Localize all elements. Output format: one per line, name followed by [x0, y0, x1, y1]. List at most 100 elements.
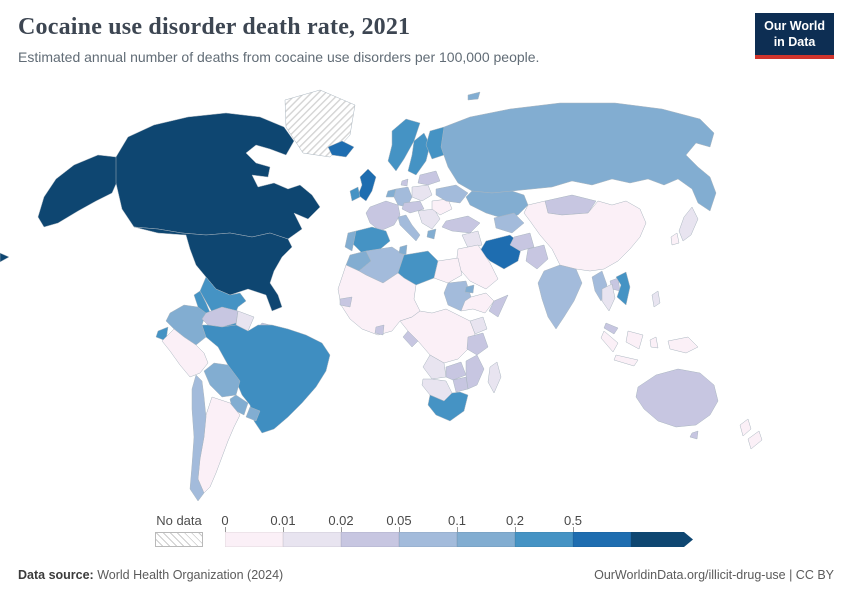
region-mongolia[interactable] [544, 194, 597, 216]
region-kazakhstan[interactable] [465, 190, 529, 219]
region-sumatra[interactable] [600, 330, 619, 353]
region-spain[interactable] [351, 226, 391, 254]
region-mozambique[interactable] [465, 354, 485, 390]
region-new-zealand-south[interactable] [747, 430, 763, 450]
region-china[interactable] [523, 200, 647, 272]
region-central-africa[interactable] [399, 308, 476, 364]
region-somalia[interactable] [488, 294, 509, 318]
legend-segment-1[interactable]: 0.01 [270, 513, 341, 547]
region-denmark[interactable] [400, 178, 409, 187]
legend-tick-label: 0.05 [386, 513, 412, 528]
region-south-africa[interactable] [427, 391, 469, 422]
legend-tick-label: 0.2 [505, 513, 525, 528]
region-iceland[interactable] [327, 140, 355, 158]
region-uruguay[interactable] [245, 406, 261, 422]
region-malaysia[interactable] [603, 322, 619, 335]
region-norway[interactable] [387, 118, 421, 172]
license-credit-link[interactable]: OurWorldinData.org/illicit-drug-use | CC… [594, 568, 834, 582]
region-tanzania[interactable] [466, 332, 489, 356]
region-svalbard[interactable] [467, 91, 481, 101]
region-japan[interactable] [678, 206, 699, 242]
region-angola[interactable] [422, 354, 447, 380]
owid-logo-line1: Our World [764, 19, 825, 33]
chart-header: Cocaine use disorder death rate, 2021 Es… [18, 14, 730, 65]
legend-tick-label: 0.01 [270, 513, 296, 528]
legend-color-scale: 0 0.01 0.02 0.05 0.1 0.2 0.5 1 [221, 513, 693, 547]
region-philippines[interactable] [651, 290, 661, 308]
region-india[interactable] [537, 264, 583, 330]
no-data-swatch[interactable] [155, 532, 203, 547]
legend-segment-6[interactable]: 0.5 [564, 513, 631, 547]
region-ukraine[interactable] [435, 184, 469, 204]
region-alaska[interactable] [37, 154, 121, 228]
region-balkans[interactable] [417, 208, 441, 230]
region-new-guinea[interactable] [667, 336, 699, 354]
legend-segment-4[interactable]: 0.1 [448, 513, 515, 547]
legend-tick-mark [398, 527, 400, 532]
region-senegal-guinea[interactable] [339, 296, 353, 308]
legend-tick-label: 0.1 [447, 513, 467, 528]
region-ethiopia[interactable] [460, 292, 495, 314]
world-choropleth-map [0, 85, 850, 510]
region-new-zealand-north[interactable] [739, 418, 752, 437]
region-afghanistan[interactable] [509, 232, 535, 252]
no-data-label: No data [156, 513, 202, 528]
region-zimbabwe[interactable] [452, 376, 469, 393]
region-czech-austria[interactable] [401, 200, 425, 214]
legend-tick-mark [514, 527, 516, 532]
region-java[interactable] [613, 354, 639, 367]
region-venezuela[interactable] [201, 306, 239, 328]
chart-subtitle: Estimated annual number of deaths from c… [18, 48, 540, 65]
region-france[interactable] [365, 200, 401, 232]
region-portugal[interactable] [344, 230, 357, 252]
region-gabon-congo[interactable] [402, 330, 419, 348]
region-egypt[interactable] [433, 257, 463, 284]
region-eritrea[interactable] [464, 284, 475, 294]
data-source-value: World Health Organization (2024) [93, 568, 284, 582]
region-iraq[interactable] [461, 230, 483, 249]
legend-segment-5[interactable]: 0.2 [506, 513, 573, 547]
legend-tick-mark [572, 527, 574, 532]
legend-tick-label: 0.5 [563, 513, 583, 528]
chart-footer: Data source: World Health Organization (… [18, 568, 834, 582]
legend-segment-3[interactable]: 0.05 [386, 513, 457, 547]
region-peru[interactable] [161, 328, 209, 378]
region-pakistan[interactable] [525, 244, 549, 270]
chart-title: Cocaine use disorder death rate, 2021 [18, 14, 411, 40]
legend-segment-7-arrow[interactable]: 1 [631, 532, 693, 547]
region-madagascar[interactable] [487, 361, 502, 394]
owid-logo[interactable]: Our World in Data [755, 13, 834, 60]
region-poland[interactable] [411, 184, 433, 202]
legend-tick-mark [340, 527, 342, 532]
region-ghana[interactable] [374, 324, 385, 336]
legend-tick-label: 0.02 [328, 513, 354, 528]
region-greece[interactable] [426, 228, 437, 240]
data-source: Data source: World Health Organization (… [18, 568, 283, 582]
legend-tick-mark [224, 527, 226, 532]
region-united-kingdom[interactable] [357, 168, 377, 202]
region-thailand[interactable] [601, 283, 616, 312]
legend-segment-2[interactable]: 0.02 [328, 513, 399, 547]
region-vietnam[interactable] [615, 271, 631, 306]
legend-no-data-group: No data [155, 513, 203, 547]
region-central-asia[interactable] [493, 212, 525, 234]
legend-segment-0[interactable]: 0 [221, 513, 283, 547]
region-sweden[interactable] [407, 132, 431, 176]
legend-tick-label: 0 [221, 513, 229, 528]
region-chile[interactable] [189, 374, 207, 502]
region-turkey[interactable] [441, 215, 481, 234]
owid-logo-line2: in Data [773, 34, 816, 49]
region-italy[interactable] [397, 214, 421, 242]
region-usa[interactable] [133, 226, 293, 312]
region-korea[interactable] [670, 232, 680, 246]
region-sulawesi[interactable] [649, 336, 659, 349]
region-borneo[interactable] [625, 330, 644, 350]
region-chukotka-sliver[interactable] [0, 252, 10, 263]
region-tasmania[interactable] [689, 430, 699, 440]
region-belarus-baltics[interactable] [417, 170, 441, 186]
region-ireland[interactable] [349, 186, 361, 202]
region-tunisia[interactable] [398, 244, 408, 256]
region-zambia[interactable] [445, 361, 467, 381]
region-bolivia[interactable] [203, 362, 241, 398]
region-australia[interactable] [635, 368, 719, 428]
